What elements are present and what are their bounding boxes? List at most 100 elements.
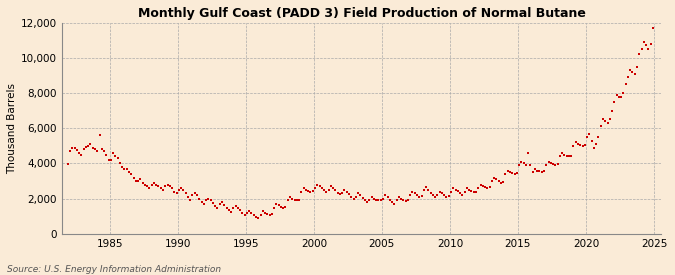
Point <box>342 189 352 194</box>
Point <box>470 189 481 194</box>
Point <box>76 152 87 157</box>
Point <box>119 167 130 171</box>
Point <box>296 189 306 194</box>
Point <box>373 198 384 203</box>
Point <box>105 158 116 162</box>
Point <box>402 198 413 203</box>
Point <box>364 197 375 202</box>
Point <box>244 209 254 213</box>
Point <box>434 189 445 194</box>
Point <box>210 204 221 208</box>
Point <box>180 191 191 196</box>
Point <box>600 119 611 123</box>
Point <box>620 82 631 86</box>
Point <box>639 40 649 44</box>
Point <box>430 195 441 199</box>
Point <box>611 93 622 97</box>
Point <box>115 161 126 166</box>
Point <box>85 142 96 146</box>
Point <box>148 181 159 185</box>
Point <box>87 145 98 150</box>
Point <box>242 211 252 215</box>
Point <box>497 180 508 184</box>
Point <box>552 162 563 167</box>
Point <box>568 144 579 148</box>
Point <box>65 149 76 154</box>
Point <box>482 186 493 190</box>
Point <box>176 186 186 190</box>
Point <box>575 143 586 147</box>
Point <box>200 198 211 203</box>
Point <box>346 195 356 199</box>
Point <box>400 199 411 204</box>
Point <box>219 203 230 207</box>
Point <box>205 198 216 203</box>
Point <box>457 193 468 197</box>
Point <box>559 152 570 157</box>
Point <box>97 147 107 152</box>
Point <box>468 189 479 194</box>
Point <box>225 210 236 214</box>
Point <box>327 186 338 190</box>
Point <box>108 151 119 155</box>
Point <box>412 193 423 197</box>
Point <box>117 165 128 169</box>
Point <box>452 189 463 193</box>
Point <box>516 160 526 164</box>
Point <box>350 195 361 199</box>
Point <box>217 200 227 204</box>
Point <box>477 184 488 189</box>
Point <box>246 211 257 215</box>
Point <box>375 198 386 203</box>
Point <box>530 167 541 171</box>
Point <box>344 192 354 197</box>
Point <box>144 186 155 190</box>
Point <box>142 184 153 189</box>
Point <box>110 154 121 159</box>
Point <box>207 201 218 205</box>
Point <box>153 184 164 189</box>
Point <box>441 195 452 199</box>
Point <box>437 191 448 196</box>
Point <box>69 145 80 150</box>
Point <box>480 185 491 189</box>
Point <box>455 191 466 196</box>
Point <box>122 167 132 171</box>
Point <box>158 188 169 192</box>
Point <box>543 160 554 164</box>
Point <box>237 211 248 215</box>
Point <box>464 188 475 192</box>
Point <box>90 147 101 152</box>
Point <box>260 211 271 215</box>
Point <box>602 121 613 125</box>
Point <box>398 198 409 203</box>
Point <box>292 198 302 203</box>
Point <box>643 47 653 51</box>
Point <box>248 213 259 218</box>
Point <box>287 197 298 201</box>
Point <box>473 186 484 190</box>
Point <box>584 131 595 136</box>
Point <box>332 190 343 195</box>
Point <box>514 163 524 167</box>
Point <box>273 203 284 207</box>
Point <box>162 182 173 187</box>
Point <box>591 142 601 146</box>
Point <box>509 172 520 176</box>
Point <box>641 43 651 48</box>
Point <box>146 182 157 187</box>
Point <box>360 198 371 203</box>
Point <box>362 200 373 204</box>
Point <box>409 191 420 196</box>
Point <box>443 194 454 198</box>
Point <box>550 163 561 167</box>
Point <box>323 188 334 192</box>
Point <box>462 186 472 190</box>
Point <box>99 149 109 153</box>
Point <box>196 200 207 204</box>
Point <box>151 182 161 187</box>
Point <box>126 172 136 176</box>
Point <box>572 142 583 146</box>
Point <box>432 193 443 197</box>
Point <box>382 195 393 199</box>
